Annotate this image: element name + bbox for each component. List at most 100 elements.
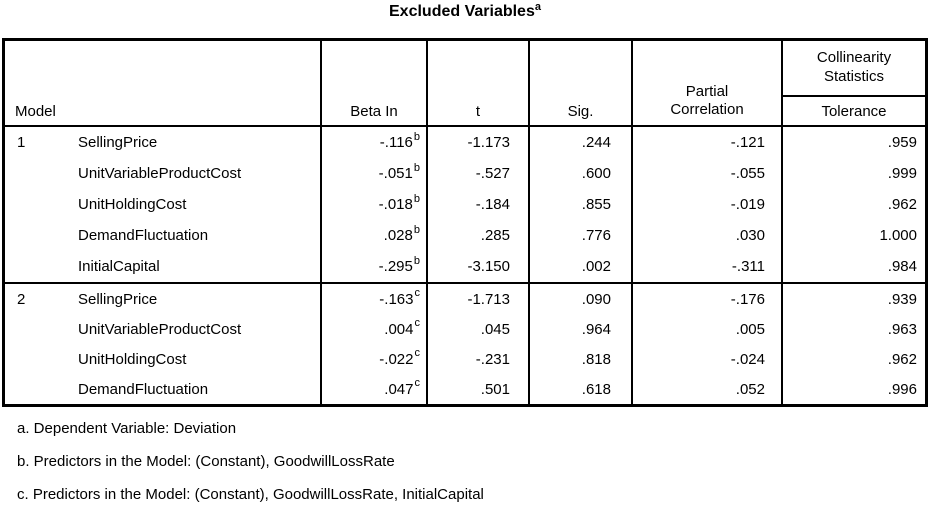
beta-in-value: .004	[384, 320, 414, 338]
t-cell: .045	[428, 314, 530, 344]
table-row: UnitVariableProductCost -.051 b -.527 .60…	[5, 158, 925, 189]
sig-cell: .600	[530, 158, 633, 189]
partial-correlation-value: .005	[735, 320, 765, 338]
sig-cell: .002	[530, 251, 633, 282]
beta-in-superscript: b	[413, 192, 420, 205]
header-t-label: t	[475, 103, 481, 120]
header-beta-in: Beta In	[322, 41, 428, 125]
table-row: UnitHoldingCost -.022 c -.231 .818 -.024 …	[5, 344, 925, 374]
t-cell: -1.173	[428, 127, 530, 158]
beta-in-value: .028	[383, 227, 413, 244]
tolerance-value: .996	[887, 380, 917, 398]
sig-value: .964	[581, 320, 611, 338]
t-cell: .501	[428, 374, 530, 404]
beta-in-cell: .028 b	[322, 220, 428, 251]
excluded-variables-table: Model Beta In t Sig. Partial Correlation…	[2, 38, 928, 407]
table-title: Excluded Variablesa	[2, 1, 928, 21]
t-cell: -.184	[428, 189, 530, 220]
header-collinearity-statistics-label: Collinearity Statistics	[816, 49, 892, 85]
beta-in-cell: -.051 b	[322, 158, 428, 189]
model-variable-cell: UnitVariableProductCost	[5, 314, 322, 344]
beta-in-value: -.018	[378, 196, 413, 213]
sig-value: .600	[581, 165, 611, 182]
table-title-superscript: a	[534, 1, 541, 13]
table-row: InitialCapital -.295 b -3.150 .002 -.311 …	[5, 251, 925, 282]
beta-in-superscript: b	[413, 130, 420, 143]
variable-name: UnitHoldingCost	[78, 196, 187, 213]
partial-correlation-cell: -.055	[633, 158, 783, 189]
variable-name: DemandFluctuation	[78, 227, 209, 244]
model-variable-cell: DemandFluctuation	[5, 374, 322, 404]
variable-name: SellingPrice	[78, 134, 158, 151]
tolerance-value: .962	[887, 350, 917, 368]
header-sig-label: Sig.	[567, 103, 594, 120]
tolerance-cell: .999	[783, 158, 925, 189]
sig-cell: .618	[530, 374, 633, 404]
t-value: -3.150	[467, 258, 510, 275]
t-cell: -1.713	[428, 284, 530, 314]
header-partial-correlation-label: Partial Correlation	[670, 82, 744, 119]
partial-correlation-cell: .030	[633, 220, 783, 251]
t-cell: .285	[428, 220, 530, 251]
header-tolerance: Tolerance	[783, 97, 925, 125]
beta-in-cell: -.018 b	[322, 189, 428, 220]
header-collinearity-group: Collinearity Statistics Tolerance	[783, 41, 925, 125]
variable-name: DemandFluctuation	[78, 380, 209, 398]
tolerance-value: .999	[887, 165, 917, 182]
sig-value: .776	[581, 227, 611, 244]
beta-in-value: .047	[384, 380, 414, 398]
header-tolerance-label: Tolerance	[821, 102, 887, 120]
footnote-a: a. Dependent Variable: Deviation	[17, 420, 237, 437]
model-variable-cell: UnitVariableProductCost	[5, 158, 322, 189]
header-beta-in-label: Beta In	[350, 103, 398, 120]
sig-cell: .090	[530, 284, 633, 314]
beta-in-value: -.295	[378, 258, 413, 275]
sig-cell: .818	[530, 344, 633, 374]
model-variable-cell: 1 SellingPrice	[5, 127, 322, 158]
tolerance-cell: .963	[783, 314, 925, 344]
table-title-text: Excluded Variables	[389, 3, 535, 20]
variable-name: UnitVariableProductCost	[78, 165, 242, 182]
t-value: -.184	[475, 196, 510, 213]
partial-correlation-value: -.311	[731, 258, 765, 275]
sig-cell: .964	[530, 314, 633, 344]
partial-correlation-value: -.121	[730, 134, 765, 151]
beta-in-superscript: b	[413, 254, 420, 267]
partial-correlation-value: -.024	[730, 350, 765, 368]
t-value: -1.173	[467, 134, 510, 151]
header-sig: Sig.	[530, 41, 633, 125]
footnote-c: c. Predictors in the Model: (Constant), …	[17, 486, 484, 503]
t-value: .045	[480, 320, 510, 338]
variable-name: InitialCapital	[78, 258, 160, 275]
partial-correlation-cell: .052	[633, 374, 783, 404]
table-header-row: Model Beta In t Sig. Partial Correlation…	[5, 41, 925, 127]
table-row: DemandFluctuation .028 b .285 .776 .030 1…	[5, 220, 925, 251]
t-cell: -.527	[428, 158, 530, 189]
beta-in-cell: .047 c	[322, 374, 428, 404]
model-variable-cell: DemandFluctuation	[5, 220, 322, 251]
partial-correlation-cell: -.121	[633, 127, 783, 158]
tolerance-value: .939	[887, 290, 917, 308]
beta-in-cell: .004 c	[322, 314, 428, 344]
header-partial-correlation: Partial Correlation	[633, 41, 783, 125]
table-row: 2 SellingPrice -.163 c -1.713 .090 -.176 .…	[5, 284, 925, 314]
model-variable-cell: UnitHoldingCost	[5, 344, 322, 374]
beta-in-superscript: c	[414, 347, 421, 359]
table-row: UnitVariableProductCost .004 c .045 .964 …	[5, 314, 925, 344]
header-model: Model	[5, 41, 322, 125]
tolerance-value: .984	[887, 258, 917, 275]
model-variable-cell: 2 SellingPrice	[5, 284, 322, 314]
tolerance-cell: .962	[783, 189, 925, 220]
table-row: 1 SellingPrice -.116 b -1.173 .244 -.121 .…	[5, 127, 925, 158]
model-1-section: 1 SellingPrice -.116 b -1.173 .244 -.121 .…	[5, 127, 925, 282]
partial-correlation-value: .052	[735, 380, 765, 398]
sig-value: .244	[581, 134, 611, 151]
t-value: -1.713	[467, 290, 510, 308]
sig-cell: .244	[530, 127, 633, 158]
model-number: 1	[17, 134, 26, 151]
beta-in-cell: -.295 b	[322, 251, 428, 282]
beta-in-superscript: b	[413, 223, 420, 236]
beta-in-value: -.116	[379, 134, 413, 151]
tolerance-cell: .939	[783, 284, 925, 314]
sig-cell: .855	[530, 189, 633, 220]
